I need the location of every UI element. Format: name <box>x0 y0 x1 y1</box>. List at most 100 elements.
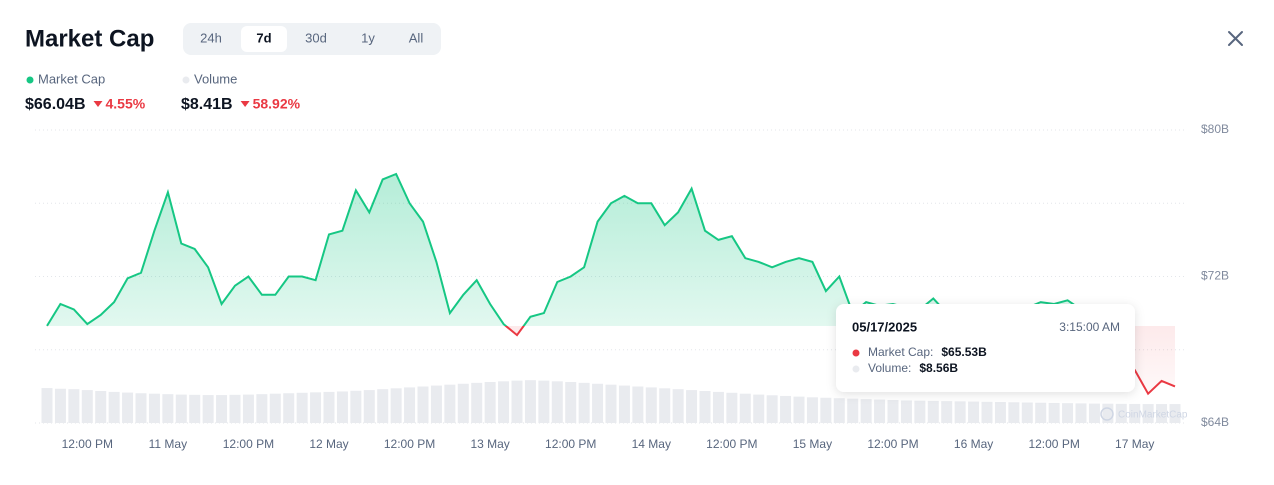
volume-bar <box>283 393 295 423</box>
y-tick-label: $80B <box>1201 122 1229 136</box>
volume-bar <box>216 395 228 423</box>
volume-bar <box>363 390 375 423</box>
volume-bar <box>95 390 107 423</box>
volume-bar <box>323 391 335 423</box>
x-tick-label: 17 May <box>1115 437 1154 451</box>
volume-bar <box>336 391 348 423</box>
volume-bar <box>686 390 698 423</box>
volume-bar <box>148 393 160 423</box>
stat-value: $8.41B <box>181 96 233 113</box>
x-tick-label: 16 May <box>954 437 993 451</box>
volume-bar <box>914 400 926 423</box>
volume-bar <box>578 382 590 423</box>
range-button-bg <box>241 26 287 52</box>
legend-dot <box>182 76 190 84</box>
volume-bar <box>202 395 214 423</box>
volume-bar <box>511 380 523 423</box>
volume-bar <box>994 402 1006 423</box>
volume-bar <box>1021 402 1033 423</box>
volume-bar <box>457 383 469 423</box>
volume-bar <box>417 386 429 423</box>
x-tick-label: 11 May <box>149 437 187 451</box>
volume-bar <box>1008 402 1020 423</box>
volume-bar <box>605 384 617 423</box>
volume-bar <box>968 401 980 423</box>
tooltip-time: 3:15:00 AM <box>1059 320 1120 334</box>
x-tick-label: 12:00 PM <box>545 437 596 451</box>
volume-bar <box>847 398 859 423</box>
range-button-label[interactable]: 7d <box>256 30 271 45</box>
volume-bar <box>269 393 281 423</box>
volume-bar <box>592 383 604 423</box>
volume-bar <box>189 394 201 423</box>
stat-change: 4.55% <box>106 96 146 112</box>
volume-bar <box>699 390 711 423</box>
tooltip: 05/17/2025 3:15:00 AM Market Cap: $65.53B Vo… <box>836 304 1135 392</box>
volume-bar <box>712 391 724 423</box>
x-tick-label: 12:00 PM <box>62 437 113 451</box>
range-button[interactable]: 24h <box>200 30 222 45</box>
volume-bar <box>471 382 483 423</box>
range-button-label[interactable]: 24h <box>200 30 222 45</box>
range-button[interactable]: All <box>409 30 424 45</box>
volume-bar <box>1035 402 1047 423</box>
change-arrow <box>93 101 103 107</box>
legend-label: Volume <box>194 71 237 86</box>
volume-bar <box>41 388 53 423</box>
change-arrow <box>240 101 250 107</box>
volume-bar <box>1062 403 1074 423</box>
volume-bar <box>310 392 322 423</box>
x-tick-label: 12:00 PM <box>384 437 435 451</box>
volume-bar <box>900 400 912 423</box>
chart-title: Market Cap <box>25 25 154 52</box>
range-button[interactable]: 1y <box>361 30 375 45</box>
volume-bar <box>242 394 254 423</box>
volume-bar <box>524 380 536 423</box>
tooltip-value: $8.56B <box>919 361 958 375</box>
volume-bar <box>941 401 953 423</box>
range-button[interactable]: 7d <box>241 26 287 52</box>
volume-bar <box>229 394 241 423</box>
volume-bar <box>565 381 577 423</box>
y-tick-label: $72B <box>1201 269 1229 283</box>
volume-bar <box>1048 402 1060 423</box>
volume-bar <box>726 392 738 423</box>
volume-bar <box>659 388 671 423</box>
range-button-label[interactable]: 30d <box>305 30 327 45</box>
volume-bar <box>122 392 134 423</box>
tooltip-box <box>836 304 1135 392</box>
tooltip-dot <box>852 365 860 373</box>
x-tick-label: 13 May <box>470 437 509 451</box>
volume-bar <box>1129 403 1141 423</box>
volume-bar <box>1075 403 1087 423</box>
volume-bar <box>833 398 845 423</box>
watermark: CoinMarketCap <box>1118 410 1188 421</box>
volume-bar <box>1156 404 1168 423</box>
volume-bar <box>1088 403 1100 423</box>
volume-bar <box>430 385 442 423</box>
range-button-label[interactable]: 1y <box>361 30 375 45</box>
tooltip-label: Volume: <box>868 361 911 375</box>
volume-bar <box>162 394 174 423</box>
volume-bar <box>887 400 899 423</box>
range-button-label[interactable]: All <box>409 30 424 45</box>
close-button[interactable] <box>1228 31 1243 46</box>
volume-bar <box>296 392 308 423</box>
x-tick-label: 12 May <box>309 437 348 451</box>
volume-bar <box>860 399 872 423</box>
volume-bar <box>538 380 550 423</box>
x-tick-label: 14 May <box>632 437 671 451</box>
volume-bar <box>1115 403 1127 423</box>
volume-bar <box>256 394 268 423</box>
volume-bar <box>551 381 563 423</box>
volume-bar <box>68 389 80 423</box>
volume-bar <box>618 385 630 423</box>
volume-bar <box>672 389 684 423</box>
volume-bar <box>484 381 496 423</box>
stat-value: $66.04B <box>25 96 86 113</box>
volume-bar <box>753 394 765 423</box>
volume-bar <box>645 387 657 423</box>
range-button[interactable]: 30d <box>305 30 327 45</box>
